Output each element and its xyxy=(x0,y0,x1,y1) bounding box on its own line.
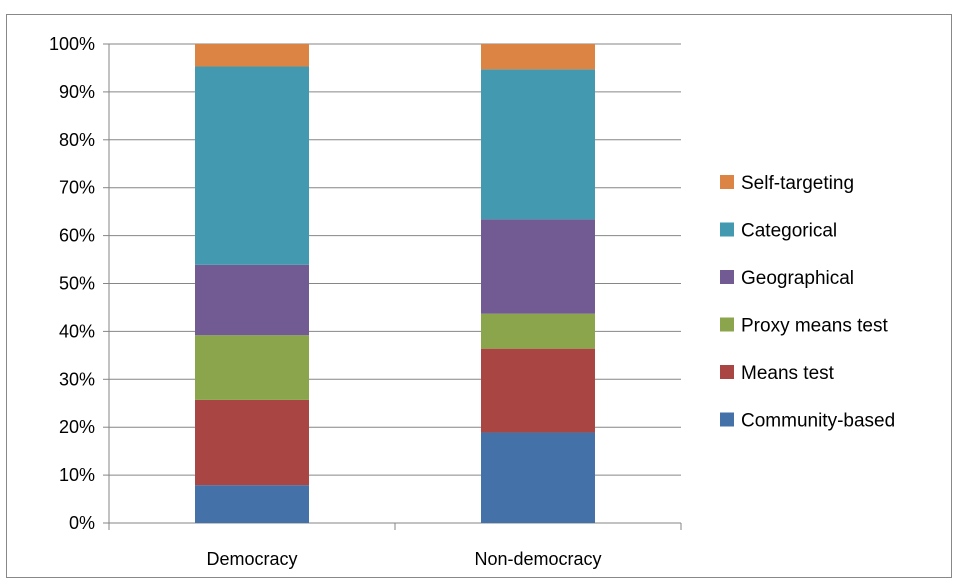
legend-swatch xyxy=(720,270,734,284)
y-tick-label: 40% xyxy=(59,321,95,341)
legend-swatch xyxy=(720,365,734,379)
y-tick-label: 30% xyxy=(59,369,95,389)
y-tick-label: 80% xyxy=(59,130,95,150)
bar-segment-community-based xyxy=(195,485,309,523)
bar-segment-means-test xyxy=(481,348,595,433)
legend-label: Categorical xyxy=(741,221,837,242)
legend-swatch xyxy=(720,412,734,427)
legend-swatch xyxy=(720,222,734,237)
y-tick-label: 20% xyxy=(59,417,95,437)
chart-frame xyxy=(6,14,952,578)
y-tick-label: 70% xyxy=(59,178,95,198)
bar-segment-self-targeting xyxy=(195,44,309,67)
legend-label: Means test xyxy=(741,363,835,384)
bar-segment-geographical xyxy=(481,219,595,314)
y-tick-label: 100% xyxy=(49,34,95,54)
bar-segment-geographical xyxy=(195,264,309,336)
bar-segment-proxy-means-test xyxy=(481,313,595,349)
y-tick-label: 10% xyxy=(59,465,95,485)
legend-swatch xyxy=(720,317,734,332)
x-category-label: Non-democracy xyxy=(474,549,601,569)
bar-segment-proxy-means-test xyxy=(195,335,309,400)
legend-label: Proxy means test xyxy=(741,316,888,337)
y-tick-label: 0% xyxy=(69,513,95,533)
bar-segment-self-targeting xyxy=(481,44,595,70)
legend-label: Self-targeting xyxy=(741,173,854,194)
bar-segment-categorical xyxy=(195,66,309,265)
bar-segment-means-test xyxy=(195,399,309,486)
legend-label: Geographical xyxy=(741,268,854,289)
x-category-label: Democracy xyxy=(206,549,297,569)
y-tick-label: 50% xyxy=(59,274,95,294)
legend-swatch xyxy=(720,175,734,189)
y-tick-label: 60% xyxy=(59,226,95,246)
bar-segment-categorical xyxy=(481,69,595,220)
y-tick-label: 90% xyxy=(59,82,95,102)
legend-label: Community-based xyxy=(741,411,895,432)
bar-segment-community-based xyxy=(481,432,595,523)
